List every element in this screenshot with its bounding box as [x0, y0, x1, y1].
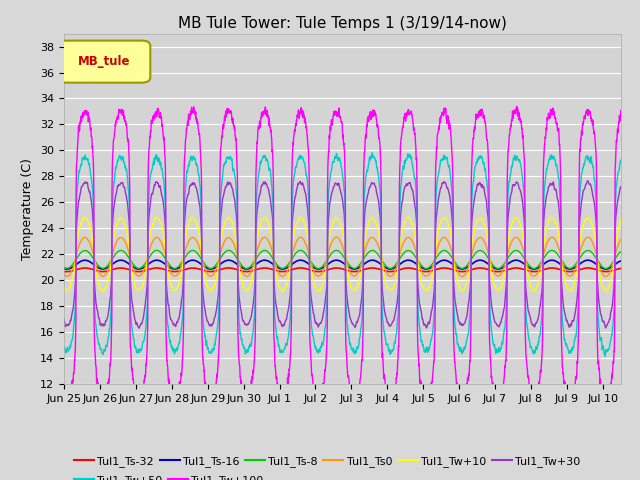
Y-axis label: Temperature (C): Temperature (C) [22, 158, 35, 260]
Title: MB Tule Tower: Tule Temps 1 (3/19/14-now): MB Tule Tower: Tule Temps 1 (3/19/14-now… [178, 16, 507, 31]
Legend: Tul1_Tw+50, Tul1_Tw+100: Tul1_Tw+50, Tul1_Tw+100 [70, 471, 268, 480]
FancyBboxPatch shape [58, 41, 150, 83]
Text: MB_tule: MB_tule [78, 55, 131, 68]
